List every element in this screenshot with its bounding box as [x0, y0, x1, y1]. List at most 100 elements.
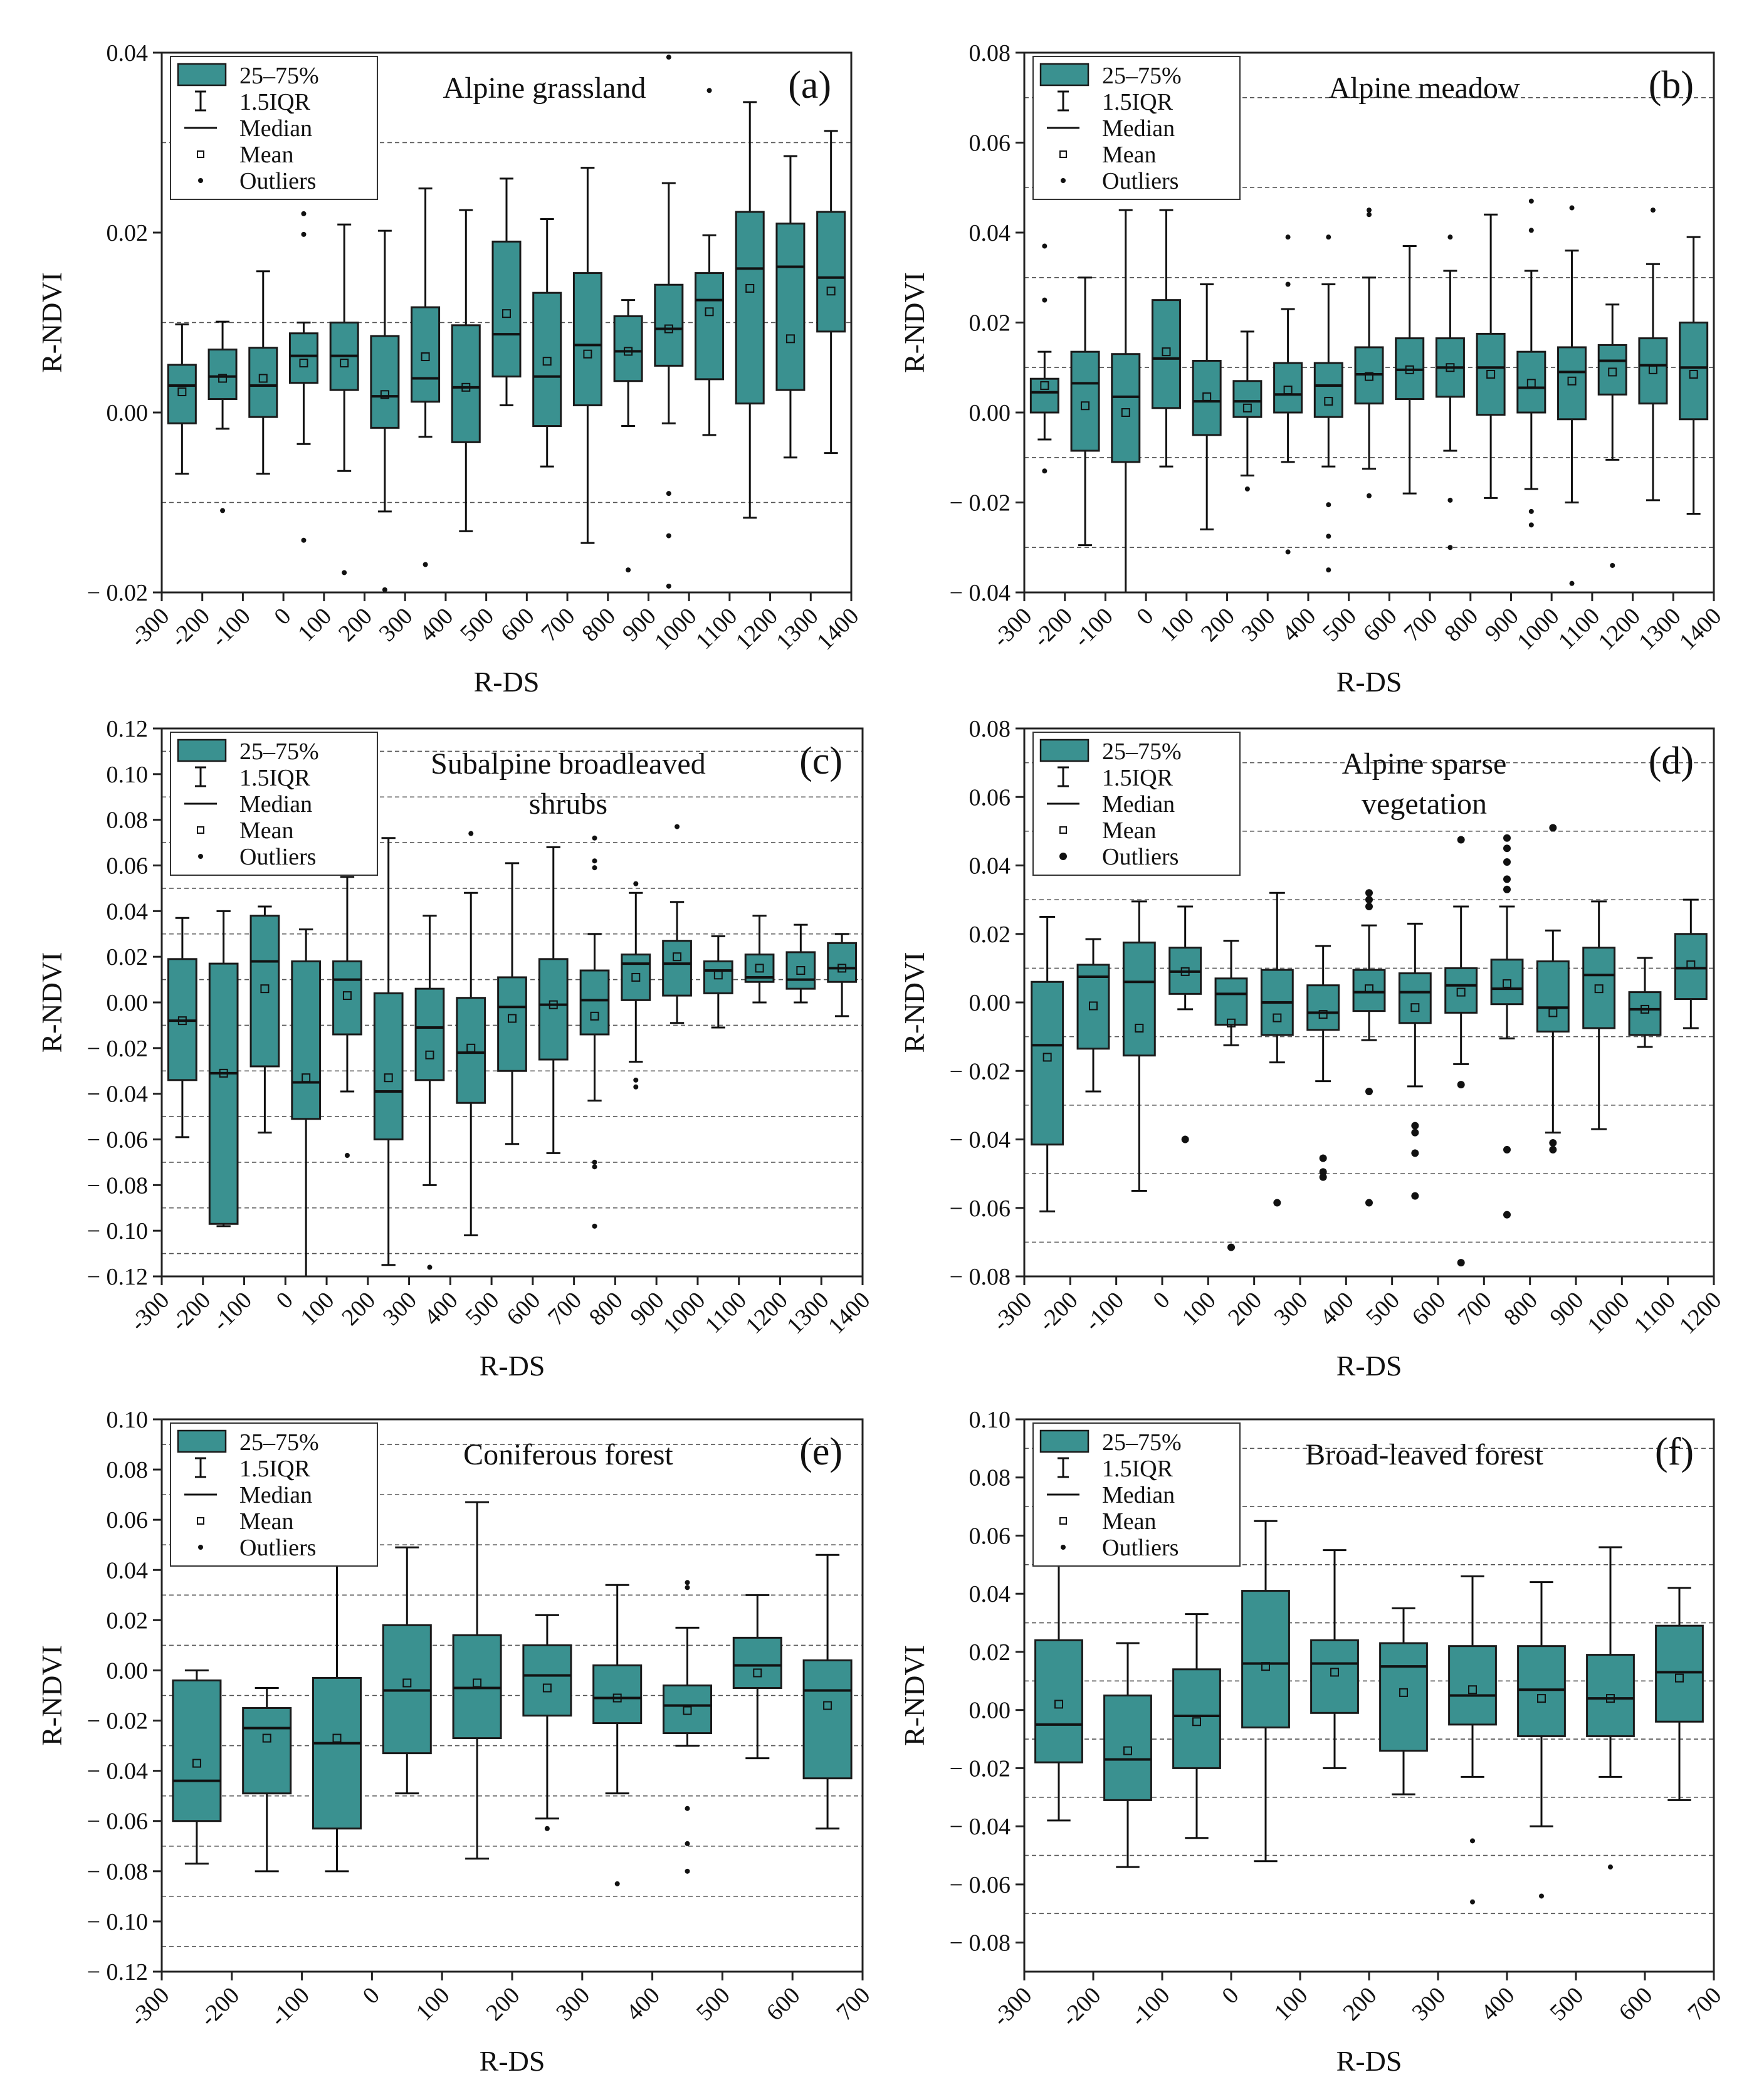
x-tick-label: 800	[584, 1287, 628, 1331]
x-tick-label: -300	[125, 1982, 174, 2032]
box-group	[491, 177, 522, 407]
iqr-box	[785, 951, 816, 990]
outlier-point	[427, 1264, 433, 1270]
iqr-box	[1151, 299, 1181, 409]
box-group	[1034, 1552, 1083, 1822]
outlier-point	[1528, 508, 1534, 514]
mean-marker	[1365, 372, 1373, 381]
outlier-point	[666, 491, 671, 497]
chart-panel-f: − 0.08 − 0.06 − 0.04 − 0.02 0.00 0.02 0.04 0.06…	[898, 1407, 1726, 2077]
outlier-point	[592, 1159, 597, 1165]
outlier-point	[666, 55, 671, 60]
mean-marker	[262, 1733, 271, 1743]
mean-marker	[796, 966, 806, 975]
mean-marker	[1689, 370, 1698, 379]
y-tick-label: 0.12	[107, 716, 149, 742]
x-axis-label: R-DS	[480, 2045, 545, 2077]
legend-outlier-icon	[1061, 178, 1066, 183]
panel-label: (f)	[1655, 1431, 1694, 1473]
outlier-point	[1447, 234, 1453, 240]
outlier-point	[1447, 497, 1453, 503]
iqr-box	[1517, 1645, 1566, 1737]
legend-mean-icon	[197, 826, 204, 834]
box-group	[1582, 900, 1616, 1130]
x-tick-label: 700	[1399, 603, 1442, 647]
outlier-point	[592, 835, 597, 841]
mean-marker	[1410, 1003, 1420, 1012]
mean-marker	[1330, 1668, 1339, 1677]
x-tick-label: 500	[1318, 603, 1362, 647]
outlier-point	[423, 562, 428, 567]
legend-label: 25–75%	[239, 739, 319, 765]
y-tick-label: − 0.10	[87, 1909, 148, 1935]
y-tick-label: − 0.02	[950, 1058, 1011, 1085]
legend-iqr-swatch	[177, 739, 227, 762]
y-tick-label: − 0.02	[87, 1708, 148, 1735]
outlier-point	[1244, 486, 1250, 492]
outlier-point	[1470, 1838, 1475, 1844]
x-tick-label: 1200	[1674, 1287, 1726, 1339]
outlier-point	[1503, 1211, 1511, 1219]
mean-marker	[1567, 376, 1577, 386]
x-tick-label: 1100	[700, 1287, 752, 1338]
iqr-box	[382, 1624, 432, 1755]
box-group	[1679, 236, 1709, 515]
legend-label: 25–75%	[239, 63, 319, 89]
x-tick-label: 300	[551, 1982, 595, 2026]
iqr-box	[532, 292, 562, 428]
x-tick-label: 400	[1476, 1982, 1520, 2026]
box-group	[538, 846, 569, 1154]
x-tick-label: 700	[543, 1287, 587, 1331]
outlier-point	[1042, 468, 1047, 474]
x-tick-label: 1400	[1674, 603, 1726, 655]
iqr-box	[497, 976, 527, 1072]
mean-marker	[1606, 1694, 1615, 1703]
y-tick-label: − 0.06	[950, 1196, 1011, 1222]
outlier-point	[1367, 493, 1372, 498]
y-tick-label: 0.10	[107, 762, 149, 788]
x-tick-label: 1300	[782, 1287, 834, 1339]
iqr-box	[1070, 350, 1100, 452]
box-group	[167, 917, 197, 1138]
legend-label: 25–75%	[239, 1429, 319, 1456]
outlier-point	[1569, 581, 1575, 586]
box-group	[695, 88, 725, 436]
iqr-box	[242, 1707, 292, 1795]
y-axis-label: R-NDVI	[898, 952, 930, 1053]
x-tick-label: 100	[1155, 603, 1199, 647]
x-tick-label: 1000	[1512, 603, 1564, 655]
outlier-point	[633, 1084, 639, 1090]
outlier-point	[1503, 885, 1511, 893]
box-group	[579, 835, 610, 1229]
panel-label: (d)	[1649, 740, 1694, 782]
iqr-box	[370, 335, 400, 429]
iqr-box	[1352, 969, 1386, 1012]
iqr-box	[703, 960, 733, 994]
x-tick-label: 200	[1196, 603, 1240, 647]
legend-iqr-swatch	[177, 63, 227, 87]
mean-marker	[421, 352, 430, 362]
x-tick-label: -200	[166, 1287, 216, 1337]
iqr-box	[411, 306, 441, 403]
x-tick-label: 0	[269, 603, 296, 630]
legend-outlier-icon	[198, 178, 203, 183]
iqr-box	[1476, 332, 1506, 416]
legend-label: Median	[239, 1482, 312, 1508]
x-tick-label: -100	[207, 1287, 257, 1337]
y-axis-label: R-NDVI	[898, 1645, 930, 1746]
outlier-point	[626, 567, 631, 573]
outlier-point	[592, 858, 597, 864]
x-axis-label: R-DS	[1336, 1350, 1402, 1382]
mean-marker	[785, 334, 795, 344]
legend-label: 1.5IQR	[1102, 765, 1173, 791]
mean-marker	[1324, 397, 1333, 406]
y-tick-label: 0.08	[969, 716, 1011, 742]
plot-frame	[160, 51, 853, 594]
outlier-point	[1227, 1243, 1235, 1251]
box-group	[172, 1669, 222, 1865]
mean-marker	[542, 357, 552, 366]
y-tick-label: 0.08	[969, 1465, 1011, 1491]
box-group	[1674, 898, 1708, 1029]
legend-mean-icon	[197, 150, 204, 158]
